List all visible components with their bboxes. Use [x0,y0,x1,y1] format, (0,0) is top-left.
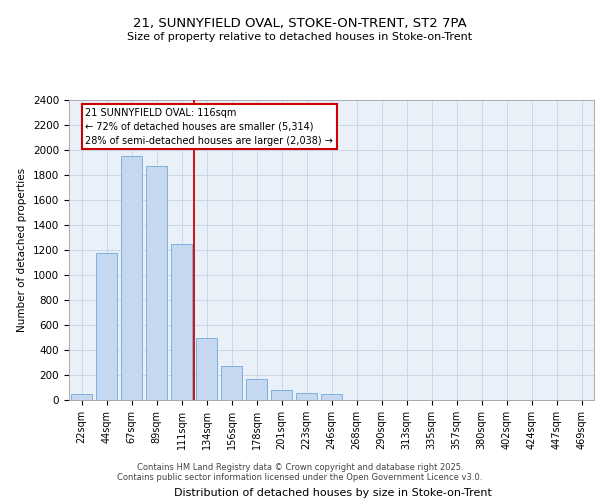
Bar [71,394,92,400]
Bar [121,156,142,400]
Text: Contains HM Land Registry data © Crown copyright and database right 2025.: Contains HM Land Registry data © Crown c… [137,464,463,472]
Text: 21, SUNNYFIELD OVAL, STOKE-ON-TRENT, ST2 7PA: 21, SUNNYFIELD OVAL, STOKE-ON-TRENT, ST2… [133,18,467,30]
Y-axis label: Number of detached properties: Number of detached properties [17,168,28,332]
Bar [296,393,317,400]
Bar [146,166,167,400]
Bar [196,338,217,400]
Text: Size of property relative to detached houses in Stoke-on-Trent: Size of property relative to detached ho… [127,32,473,42]
Text: Distribution of detached houses by size in Stoke-on-Trent: Distribution of detached houses by size … [174,488,492,498]
Text: Contains public sector information licensed under the Open Government Licence v3: Contains public sector information licen… [118,474,482,482]
Bar [321,394,342,400]
Bar [246,379,267,400]
Text: 21 SUNNYFIELD OVAL: 116sqm
← 72% of detached houses are smaller (5,314)
28% of s: 21 SUNNYFIELD OVAL: 116sqm ← 72% of deta… [85,108,333,146]
Bar [171,244,192,400]
Bar [96,252,117,400]
Bar [221,366,242,400]
Bar [271,390,292,400]
